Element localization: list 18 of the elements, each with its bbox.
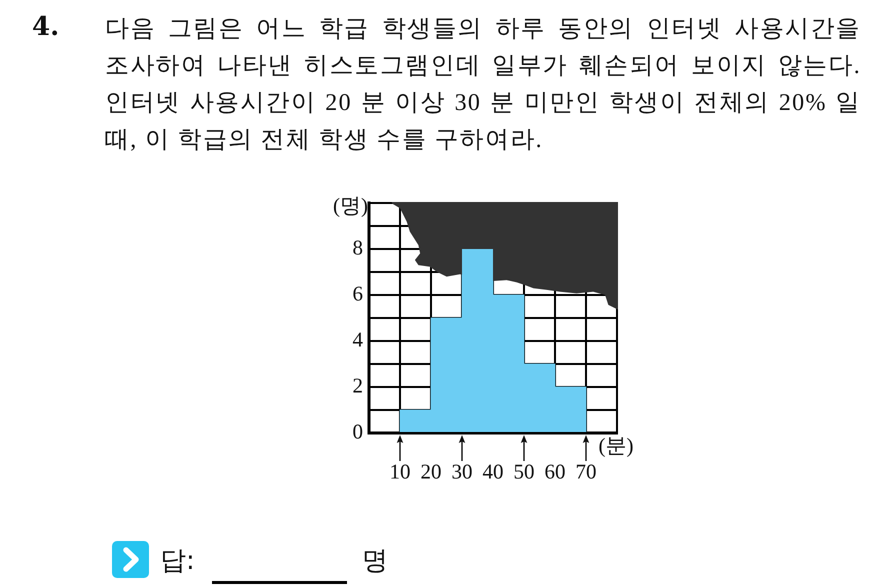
x-tick-label: 40	[482, 460, 504, 484]
y-tick-label: 2	[352, 374, 363, 398]
x-tick-label: 30	[452, 460, 472, 484]
x-tick-label: 10	[390, 460, 410, 484]
x-axis-title: (분)	[598, 434, 634, 458]
x-tick-label: 50	[514, 460, 534, 484]
y-tick-label: 0	[352, 420, 363, 444]
x-tick-label: 70	[576, 460, 596, 484]
text: 명	[362, 545, 388, 578]
y-tick-label: 8	[352, 236, 363, 260]
y-tick-label: 6	[352, 282, 363, 306]
text: 4.	[32, 12, 60, 42]
y-tick-label: 4	[352, 328, 364, 352]
x-tick-label: 20	[420, 460, 442, 484]
text: 답:	[160, 545, 195, 578]
chart-title: 다음 그림은 어느 학급 학생들의 하루 동안의 인터넷 사용시간을 조사하여 나타낸 히스토그램인데 일부가 훼손되어 보이지 않는다. 인터넷 사용시간이 20 분 이상 30 분 미만인 학생이 전체의 20% 일 때, 이 학급의 전체 학생 수를 구하여라.	[105, 15, 861, 155]
x-tick-label: 60	[544, 460, 566, 484]
y-axis-title: (명)	[333, 194, 368, 218]
